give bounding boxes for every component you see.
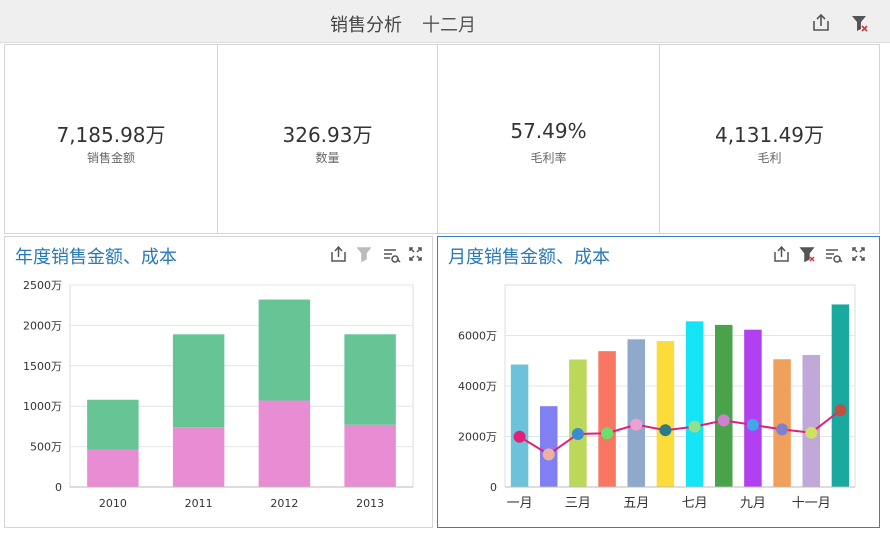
y-tick-label: 6000万: [458, 330, 497, 343]
bar: [172, 334, 225, 428]
bar: [569, 359, 587, 487]
line-point: [601, 427, 614, 440]
line: [519, 409, 842, 456]
bar: [510, 364, 529, 487]
x-tick-label: 2013: [356, 497, 384, 510]
line-point: [717, 414, 730, 427]
bar: [87, 399, 139, 450]
line-point: [513, 430, 526, 443]
kpi-label: 销售金额: [86, 151, 135, 165]
x-tick-label: 一月: [507, 496, 533, 511]
kpi-label: 毛利率: [530, 151, 567, 165]
kpi-value: 57.49%: [510, 119, 587, 143]
line-point: [659, 424, 672, 437]
y-tick-label: 0: [490, 481, 497, 494]
bar: [656, 341, 675, 487]
bar: [831, 304, 850, 487]
header-subtitle: 十二月: [422, 15, 476, 36]
x-tick-label: 2011: [185, 497, 213, 510]
x-tick-label: 十一月: [792, 496, 831, 511]
y-tick-label: 500万: [30, 441, 62, 454]
y-tick-label: 1000万: [23, 400, 62, 413]
kpi-value: 4,131.49万: [714, 123, 825, 147]
bar: [172, 427, 225, 487]
x-tick-label: 七月: [682, 496, 708, 511]
bar: [744, 329, 762, 487]
kpi-label: 数量: [315, 151, 340, 165]
y-tick-label: 0: [55, 481, 62, 494]
x-tick-label: 九月: [740, 496, 766, 511]
kpi-value: 326.93万: [282, 123, 373, 147]
bar: [773, 359, 791, 487]
bar: [802, 354, 820, 487]
line-point: [834, 404, 847, 417]
bar: [344, 424, 396, 487]
header-icons[interactable]: [812, 13, 872, 33]
x-tick-label: 2012: [270, 497, 298, 510]
line-point: [776, 423, 789, 436]
header-title: 销售分析: [330, 15, 402, 36]
bar: [87, 449, 139, 487]
panel-icons[interactable]: [331, 245, 865, 263]
x-tick-label: 五月: [623, 496, 649, 511]
panel: [437, 236, 880, 528]
y-tick-label: 2000万: [458, 431, 497, 444]
y-tick-label: 4000万: [458, 380, 497, 393]
line-point: [542, 448, 555, 461]
header: 销售分析 十二月: [0, 0, 890, 43]
panel-title: 年度销售金额、成本: [15, 247, 177, 268]
line-point: [688, 420, 701, 433]
kpi-card: 57.49% 毛利率: [437, 44, 660, 234]
y-tick-label: 2000万: [23, 319, 62, 332]
bar: [715, 324, 733, 487]
panel: [4, 236, 433, 528]
line-point: [571, 427, 584, 440]
line-point: [630, 418, 643, 431]
kpi-label: 毛利: [757, 151, 782, 165]
bar: [598, 351, 616, 487]
panel-title: 月度销售金额、成本: [448, 247, 610, 268]
kpi-card: 4,131.49万毛利: [659, 44, 880, 234]
line-point: [746, 418, 759, 431]
bar: [258, 299, 311, 401]
y-tick-label: 1500万: [23, 360, 62, 373]
bar: [258, 400, 311, 487]
bar: [540, 406, 558, 487]
bar: [344, 334, 396, 425]
bar: [627, 339, 645, 487]
bar: [685, 321, 704, 487]
kpi-value: 7,185.98万: [56, 123, 166, 147]
line-point: [805, 426, 818, 439]
x-tick-label: 三月: [565, 496, 591, 511]
x-tick-label: 2010: [99, 497, 127, 510]
kpi-card: 326.93万数量: [217, 44, 438, 234]
y-tick-label: 2500万: [23, 279, 62, 292]
